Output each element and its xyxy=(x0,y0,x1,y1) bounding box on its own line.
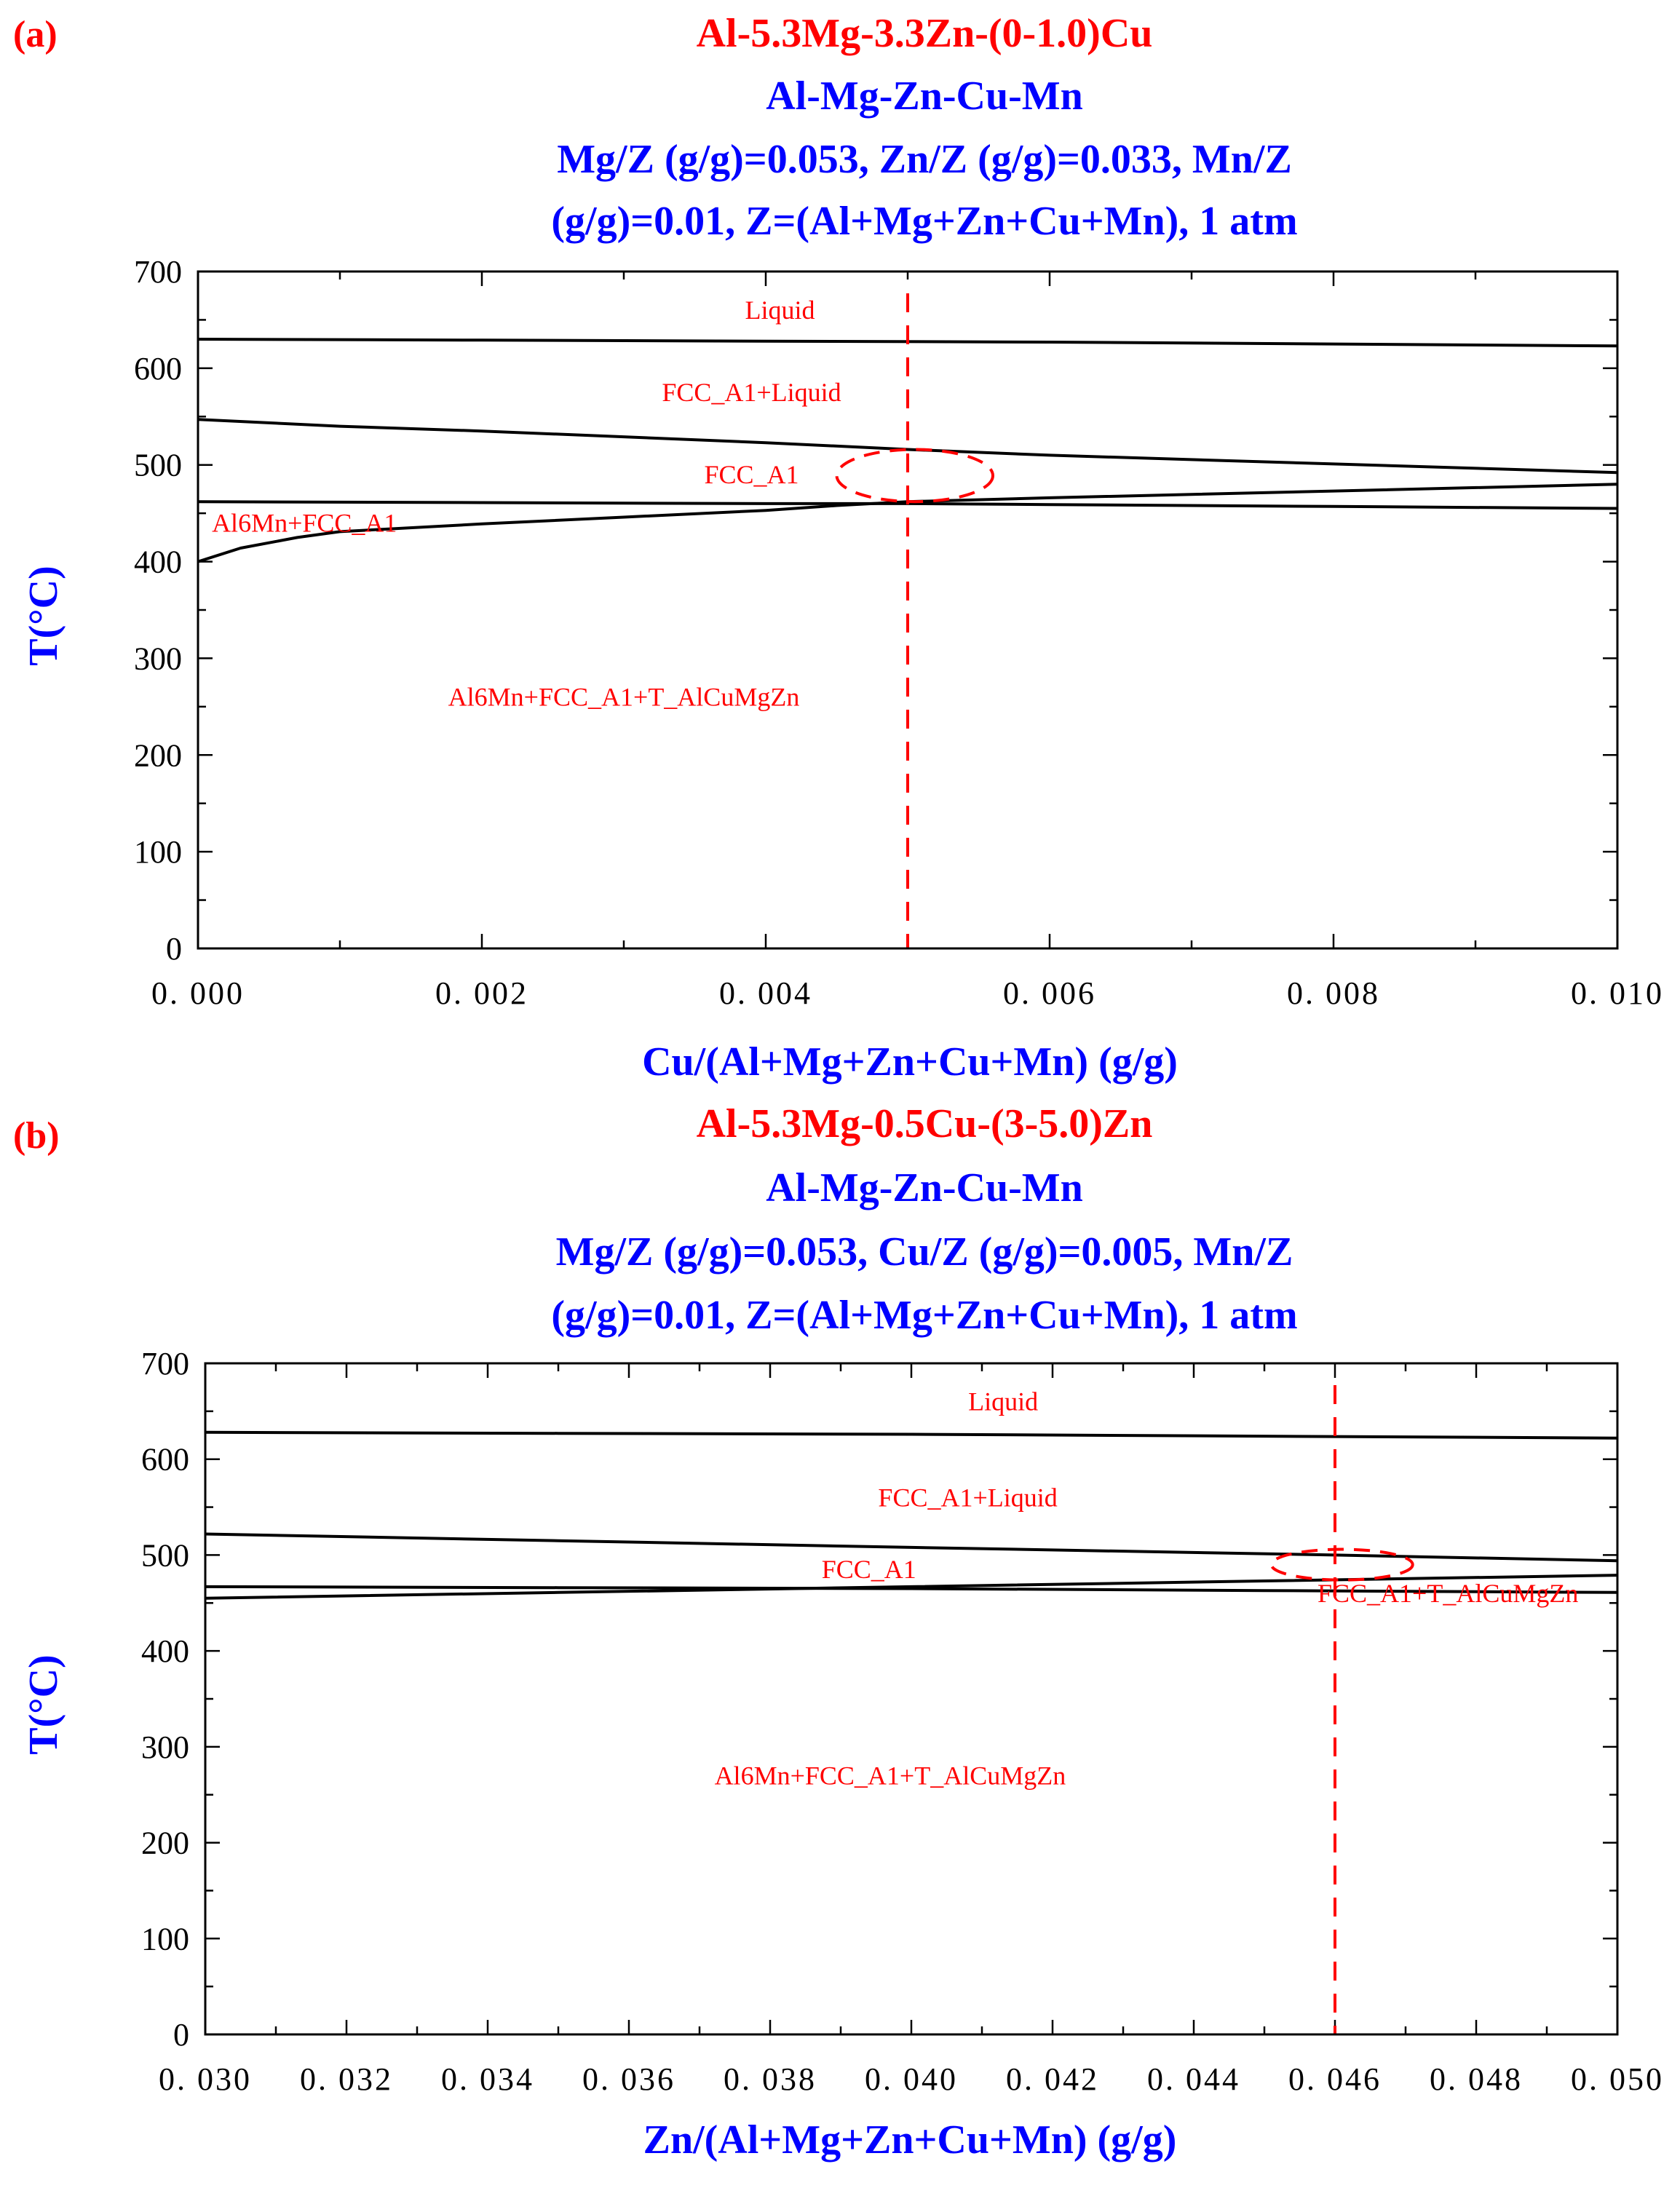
y-tick-label: 200 xyxy=(134,737,182,773)
phase-region-label: Liquid xyxy=(968,1387,1038,1416)
highlight-ellipse xyxy=(1269,1547,1414,1582)
y-tick-label: 200 xyxy=(141,1826,189,1861)
phase-boundary-line-3 xyxy=(205,1585,1618,1594)
highlight-ellipse xyxy=(835,448,994,504)
phase-region-label: FCC_A1 xyxy=(704,460,799,489)
plot-area: 0. 000 0. 002 0. 004 0. 006 0. 008 0. 010 0 100… xyxy=(134,254,1664,1011)
x-tick-label: 0. 030 xyxy=(159,2061,252,2097)
phase-region-label: Liquid xyxy=(745,296,815,325)
x-tick-label: 0. 032 xyxy=(300,2061,393,2097)
chart-title-line-1: Al-5.3Mg-3.3Zn-(0-1.0)Cu xyxy=(697,11,1153,56)
y-axis-label: T(°C) xyxy=(21,566,66,665)
panel-a: (a) Al-5.3Mg-3.3Zn-(0-1.0)Cu Al-Mg-Zn-Cu… xyxy=(13,11,1664,1085)
phase-boundary-line-4 xyxy=(205,1574,1618,1600)
phase-boundary-line-2 xyxy=(197,418,1618,475)
chart-title-line-1: Al-5.3Mg-0.5Cu-(3-5.0)Zn xyxy=(697,1101,1153,1146)
x-axis-label: Zn/(Al+Mg+Zn+Cu+Mn) (g/g) xyxy=(643,2117,1177,2163)
panel-label: (a) xyxy=(13,14,58,55)
x-tick-label: 0. 042 xyxy=(1006,2061,1099,2097)
phase-region-label: FCC_A1 xyxy=(822,1555,916,1584)
x-tick-label: 0. 046 xyxy=(1288,2061,1382,2097)
x-tick-label: 0. 006 xyxy=(1003,975,1096,1011)
x-tick-label: 0. 036 xyxy=(582,2061,675,2097)
y-tick-label: 400 xyxy=(134,544,182,580)
phase-boundary-line-1 xyxy=(205,1430,1618,1440)
x-tick-label: 0. 008 xyxy=(1287,975,1380,1011)
x-tick-label: 0. 048 xyxy=(1430,2061,1523,2097)
y-tick-label: 300 xyxy=(141,1729,189,1765)
chart-title-line-2: Al-Mg-Zn-Cu-Mn xyxy=(766,1165,1083,1210)
x-tick-label: 0. 044 xyxy=(1147,2061,1240,2097)
y-tick-label: 700 xyxy=(134,254,182,290)
x-tick-label: 0. 010 xyxy=(1571,975,1664,1011)
chart-title-line-4: (g/g)=0.01, Z=(Al+Mg+Zn+Cu+Mn), 1 atm xyxy=(551,1293,1297,1338)
y-axis-label: T(°C) xyxy=(21,1654,66,1754)
x-tick-label: 0. 040 xyxy=(865,2061,958,2097)
y-tick-label: 600 xyxy=(141,1442,189,1478)
phase-region-label: Al6Mn+FCC_A1 xyxy=(212,508,397,537)
phase-region-label: FCC_A1+Liquid xyxy=(662,378,841,407)
x-tick-label: 0. 004 xyxy=(719,975,812,1011)
x-axis-label: Cu/(Al+Mg+Zn+Cu+Mn) (g/g) xyxy=(642,1039,1178,1085)
y-tick-label: 500 xyxy=(134,448,182,483)
y-tick-label: 700 xyxy=(141,1346,189,1382)
y-tick-label: 0 xyxy=(173,2017,189,2053)
x-tick-label: 0. 002 xyxy=(435,975,528,1011)
x-tick-label: 0. 000 xyxy=(151,975,245,1011)
plot-frame xyxy=(204,1362,1619,2036)
phase-boundary-line-2 xyxy=(205,1532,1618,1563)
y-tick-label: 0 xyxy=(166,931,182,967)
phase-region-label: FCC_A1+Liquid xyxy=(878,1483,1057,1512)
y-tick-label: 100 xyxy=(134,834,182,870)
x-tick-label: 0. 034 xyxy=(441,2061,534,2097)
x-tick-label: 0. 038 xyxy=(724,2061,817,2097)
y-tick-label: 300 xyxy=(134,641,182,676)
chart-title-line-2: Al-Mg-Zn-Cu-Mn xyxy=(766,74,1083,119)
panel-label: (b) xyxy=(13,1115,60,1157)
phase-region-label: Al6Mn+FCC_A1+T_AlCuMgZn xyxy=(715,1761,1066,1790)
y-tick-label: 400 xyxy=(141,1633,189,1669)
chart-title-line-3: Mg/Z (g/g)=0.053, Cu/Z (g/g)=0.005, Mn/Z xyxy=(556,1229,1293,1275)
phase-boundary-line-4 xyxy=(197,483,1618,563)
chart-title-line-4: (g/g)=0.01, Z=(Al+Mg+Zn+Cu+Mn), 1 atm xyxy=(551,199,1297,244)
y-tick-label: 600 xyxy=(134,351,182,387)
plot-frame xyxy=(197,270,1619,950)
chart-title-line-3: Mg/Z (g/g)=0.053, Zn/Z (g/g)=0.033, Mn/Z xyxy=(557,137,1292,182)
phase-region-label: Al6Mn+FCC_A1+T_AlCuMgZn xyxy=(448,683,800,712)
plot-area: 0. 030 0. 032 0. 034 0. 036 0. 038 0. 040 0. 0… xyxy=(141,1346,1664,2097)
panel-b: (b) Al-5.3Mg-0.5Cu-(3-5.0)Zn Al-Mg-Zn-Cu… xyxy=(13,1101,1664,2163)
y-tick-label: 100 xyxy=(141,1921,189,1957)
y-tick-label: 500 xyxy=(141,1537,189,1573)
x-tick-label: 0. 050 xyxy=(1571,2061,1664,2097)
phase-region-label: FCC_A1+T_AlCuMgZn xyxy=(1318,1579,1578,1608)
